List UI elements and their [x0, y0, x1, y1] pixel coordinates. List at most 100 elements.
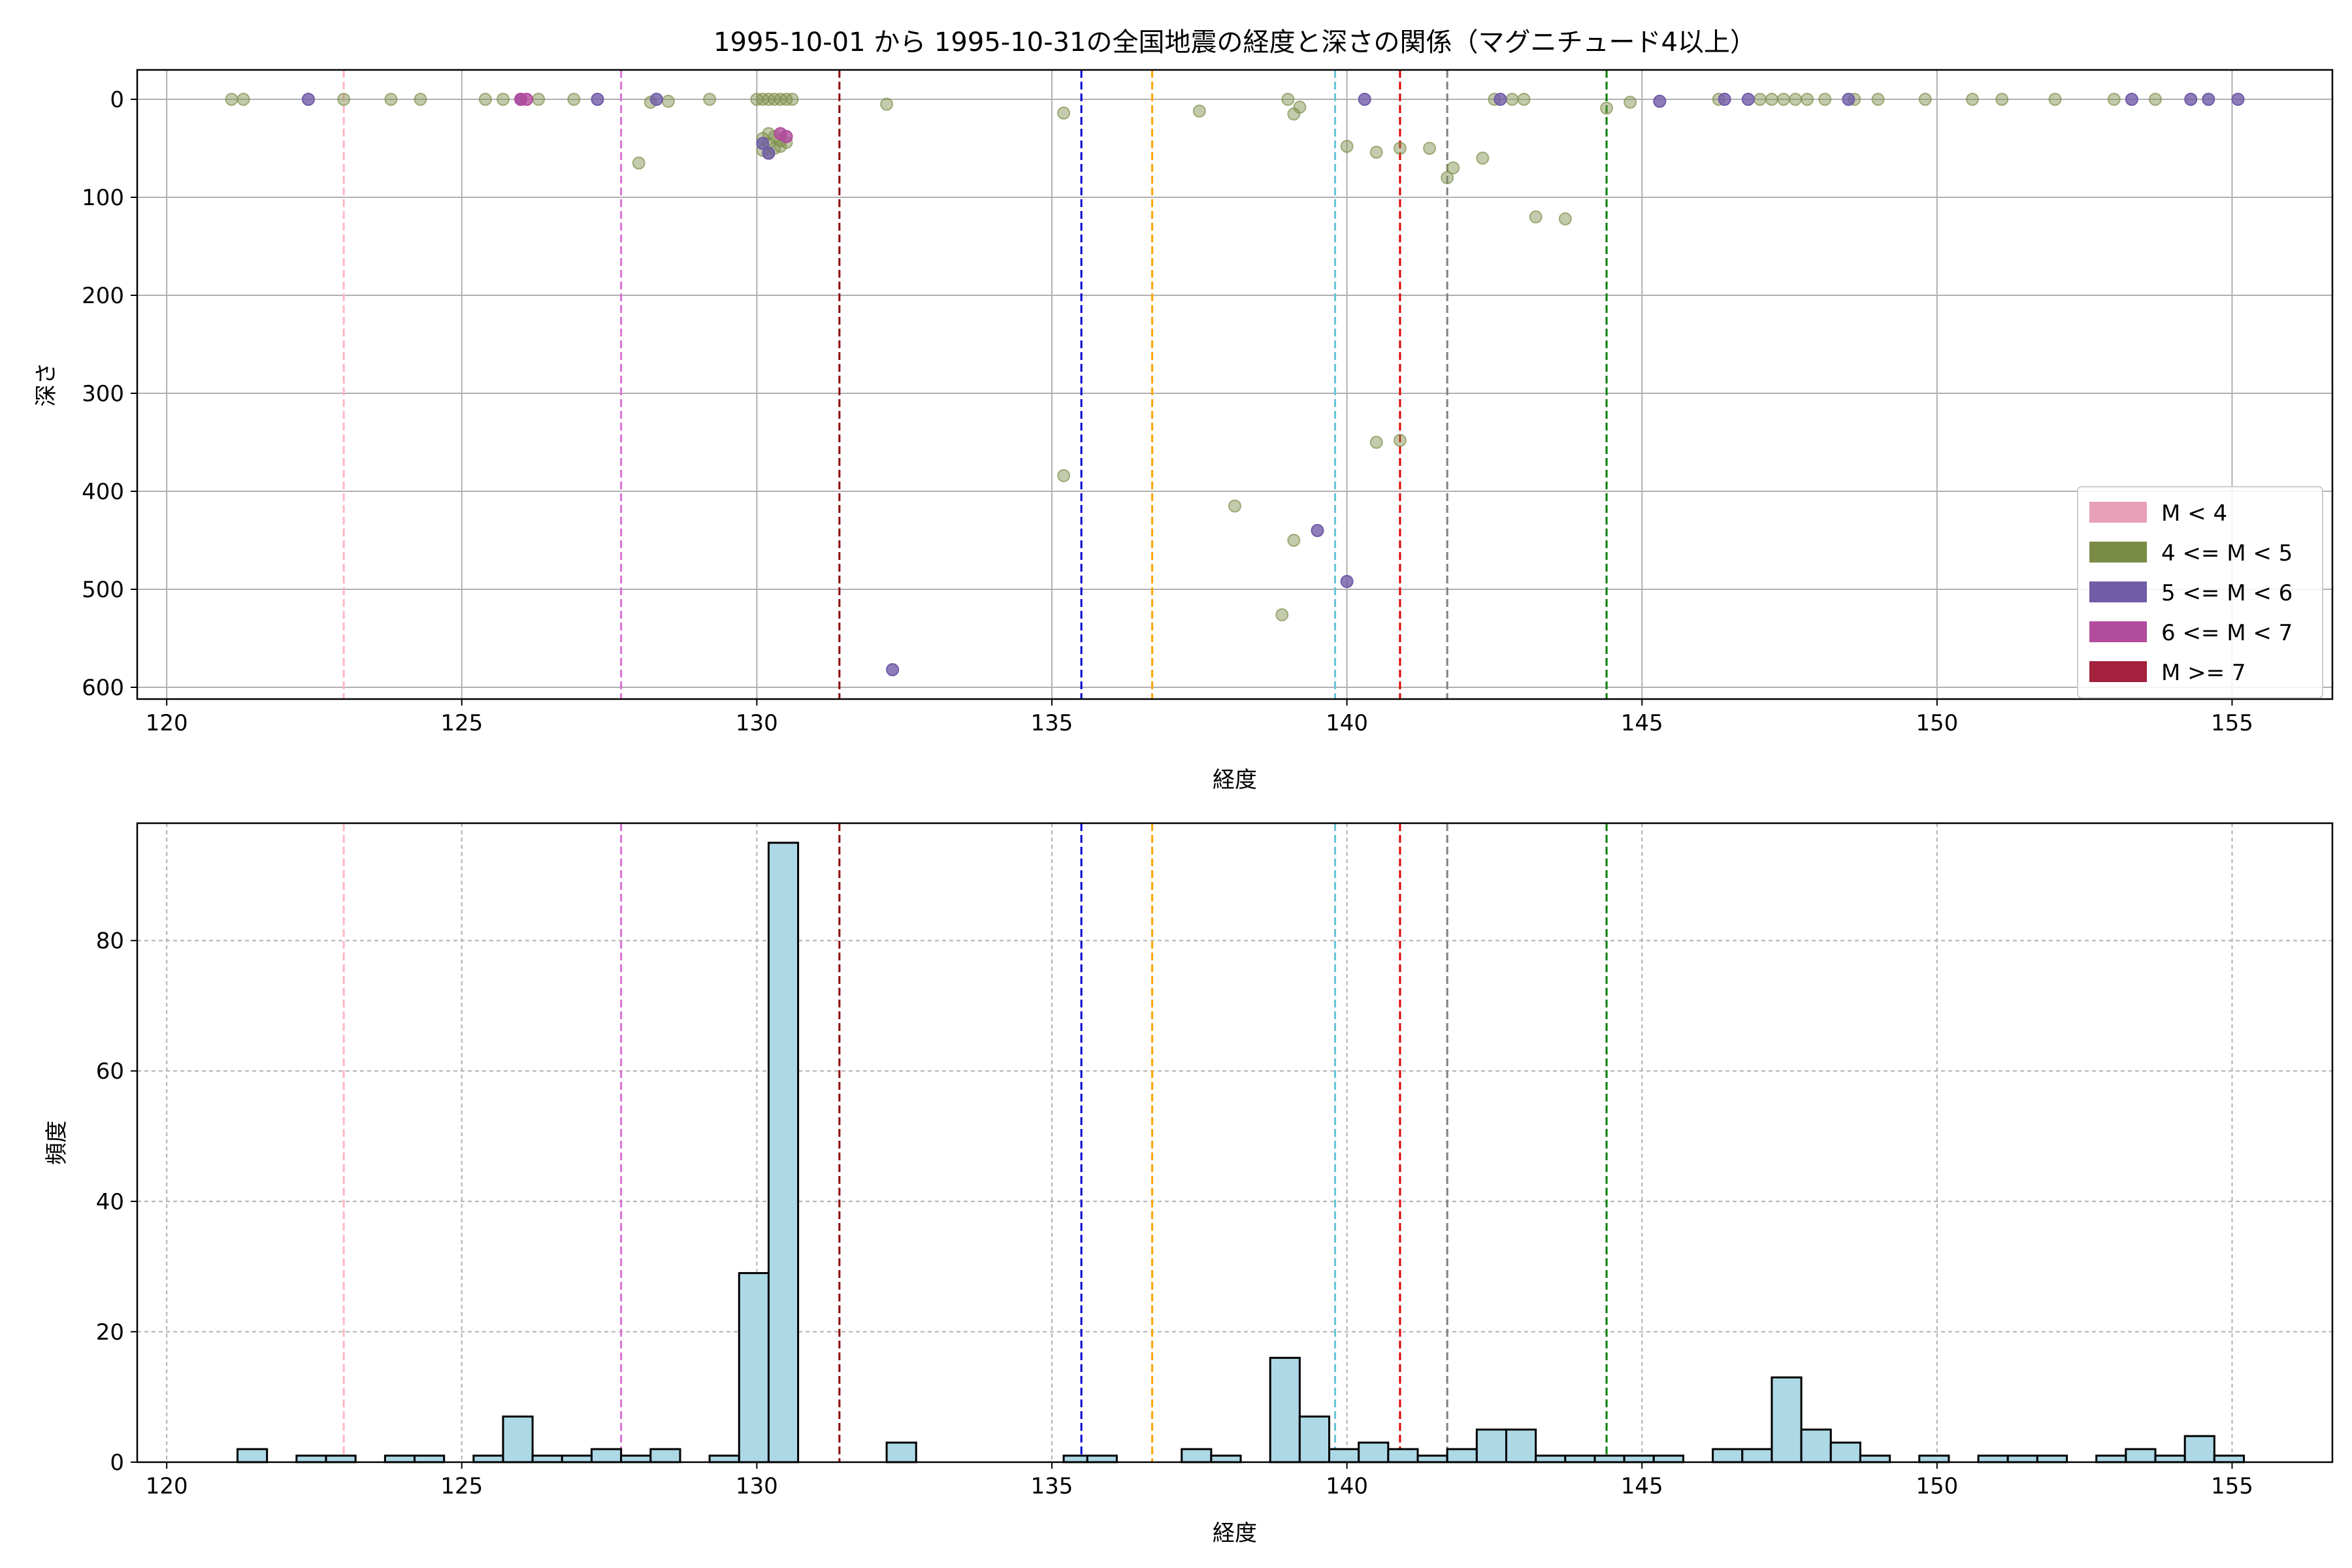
histogram-bar [1712, 1448, 1744, 1463]
data-point [414, 93, 427, 106]
x-tick-label: 135 [1031, 710, 1073, 736]
data-point [1777, 93, 1790, 106]
data-point [1966, 93, 1980, 106]
data-point [1369, 146, 1383, 159]
x-tick-label: 150 [1916, 1473, 1958, 1499]
data-point [567, 93, 581, 106]
data-point [1871, 93, 1885, 106]
histogram-bar [1977, 1454, 2009, 1463]
histogram-bar [1475, 1428, 1507, 1463]
histogram-bar [2036, 1454, 2068, 1463]
data-point [2231, 93, 2245, 106]
legend-label: 4 <= M < 5 [2161, 540, 2293, 566]
data-point [1293, 101, 1307, 114]
histogram-bar [767, 841, 800, 1463]
data-point [785, 93, 799, 106]
data-point [2184, 93, 2198, 106]
data-point [1311, 524, 1324, 537]
x-tick-label: 140 [1326, 710, 1368, 736]
histogram-bar [1387, 1448, 1419, 1463]
legend-label: M >= 7 [2161, 660, 2246, 686]
x-tick-label: 155 [2211, 1473, 2253, 1499]
x-tick-label: 120 [146, 710, 188, 736]
legend-swatch [2089, 542, 2147, 563]
y-tick-label: 0 [110, 87, 124, 113]
data-point [225, 93, 238, 106]
data-point [2149, 93, 2163, 106]
data-point [1918, 93, 1932, 106]
histogram-bar [1086, 1454, 1118, 1463]
data-point [384, 93, 398, 106]
data-point [1358, 93, 1371, 106]
data-point [1818, 93, 1832, 106]
data-point [1753, 93, 1767, 106]
data-point [1517, 93, 1531, 106]
data-point [1441, 171, 1454, 184]
data-point [1494, 93, 1507, 106]
y-tick-label: 0 [110, 1450, 124, 1476]
data-point [301, 93, 315, 106]
histogram-bar [1918, 1454, 1950, 1463]
data-point [1393, 434, 1407, 447]
histogram-bar [1328, 1448, 1360, 1463]
histogram-panel: 120 125 130 135 140 145 150 155 0 20 40 60 80 経度 頻度 [44, 822, 2334, 1546]
data-point [497, 93, 510, 106]
data-point [1423, 142, 1437, 155]
histogram-bar [1416, 1454, 1448, 1463]
histogram-bar [1593, 1454, 1625, 1463]
data-point [2107, 93, 2121, 106]
y-tick-label: 400 [82, 479, 124, 505]
plot-frame [136, 822, 2334, 1463]
histogram-bar [1505, 1428, 1537, 1463]
histogram-bar [472, 1454, 504, 1463]
histogram-bar [561, 1454, 593, 1463]
histogram-bar [1269, 1356, 1301, 1463]
histogram-bar [885, 1441, 917, 1463]
data-point [1718, 93, 1731, 106]
histogram-bar [1181, 1448, 1213, 1463]
data-point [779, 130, 793, 143]
x-tick-label: 125 [440, 1473, 483, 1499]
histogram-bar [649, 1448, 681, 1463]
data-point [478, 93, 492, 106]
y-tick-label: 60 [96, 1058, 124, 1085]
data-point [1741, 93, 1755, 106]
histogram-bar [384, 1454, 416, 1463]
data-point [632, 156, 645, 170]
x-tick-label: 145 [1621, 710, 1663, 736]
data-point [520, 93, 534, 106]
histogram-bar [2006, 1454, 2038, 1463]
x-tick-label: 145 [1621, 1473, 1663, 1499]
data-point [591, 93, 604, 106]
x-tick-label: 125 [440, 710, 483, 736]
y-tick-label: 300 [82, 381, 124, 407]
data-point [1057, 469, 1071, 482]
histogram-bar [2125, 1448, 2157, 1463]
histogram-bar [738, 1272, 770, 1463]
legend-swatch [2089, 502, 2147, 523]
data-point [337, 93, 351, 106]
y-tick-label: 100 [82, 185, 124, 211]
data-point [1558, 212, 1572, 225]
data-point [2125, 93, 2138, 106]
x-axis-label: 経度 [1213, 767, 1257, 793]
histogram-bar [2095, 1454, 2127, 1463]
data-point [1281, 93, 1295, 106]
legend-swatch [2089, 581, 2147, 602]
data-point [886, 663, 900, 676]
histogram-bar [531, 1454, 563, 1463]
legend: M < 4 4 <= M < 5 5 <= M < 6 6 <= M < 7 M >= … [2077, 486, 2323, 698]
y-tick-label: 40 [96, 1189, 124, 1215]
data-point [532, 93, 546, 106]
histogram-bar [237, 1448, 269, 1463]
histogram-bar [1535, 1454, 1567, 1463]
data-point [1653, 95, 1667, 108]
histogram-bar [620, 1454, 652, 1463]
histogram-bar [502, 1415, 534, 1463]
data-point [1340, 575, 1354, 588]
data-point [237, 93, 250, 106]
histogram-bar [1741, 1448, 1773, 1463]
histogram-bar [1623, 1454, 1655, 1463]
legend-label: M < 4 [2161, 500, 2227, 527]
